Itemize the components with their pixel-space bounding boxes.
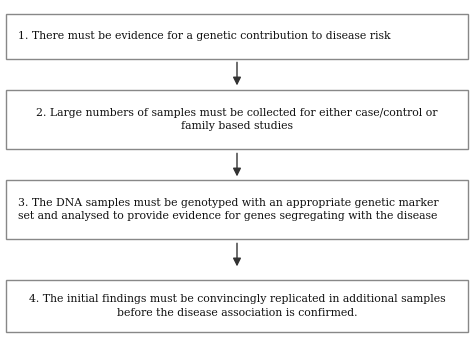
Text: 1. There must be evidence for a genetic contribution to disease risk: 1. There must be evidence for a genetic …	[18, 31, 390, 41]
Bar	[6, 90, 468, 149]
Text: 2. Large numbers of samples must be collected for either case/control or
family : 2. Large numbers of samples must be coll…	[36, 108, 438, 131]
Bar	[6, 180, 468, 239]
Bar	[6, 280, 468, 332]
Bar	[6, 14, 468, 59]
Text: 4. The initial findings must be convincingly replicated in additional samples
be: 4. The initial findings must be convinci…	[29, 294, 445, 318]
Text: 3. The DNA samples must be genotyped with an appropriate genetic marker
set and : 3. The DNA samples must be genotyped wit…	[18, 198, 438, 221]
